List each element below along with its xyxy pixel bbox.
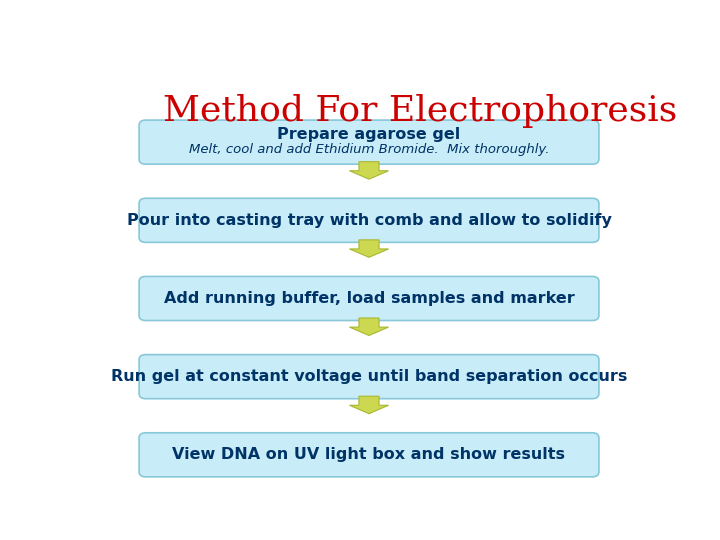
Text: View DNA on UV light box and show results: View DNA on UV light box and show result… [173,447,565,462]
Text: Melt, cool and add Ethidium Bromide.  Mix thoroughly.: Melt, cool and add Ethidium Bromide. Mix… [189,143,549,156]
Polygon shape [349,396,389,414]
Text: Pour into casting tray with comb and allow to solidify: Pour into casting tray with comb and all… [127,213,611,228]
FancyBboxPatch shape [139,433,599,477]
FancyBboxPatch shape [139,355,599,399]
FancyBboxPatch shape [139,198,599,242]
Text: Run gel at constant voltage until band separation occurs: Run gel at constant voltage until band s… [111,369,627,384]
Text: Method For Electrophoresis: Method For Electrophoresis [163,94,677,128]
Polygon shape [349,318,389,335]
FancyBboxPatch shape [139,120,599,164]
Text: Prepare agarose gel: Prepare agarose gel [277,127,461,142]
FancyBboxPatch shape [139,276,599,321]
Text: Add running buffer, load samples and marker: Add running buffer, load samples and mar… [163,291,575,306]
Polygon shape [349,161,389,179]
Polygon shape [349,240,389,258]
